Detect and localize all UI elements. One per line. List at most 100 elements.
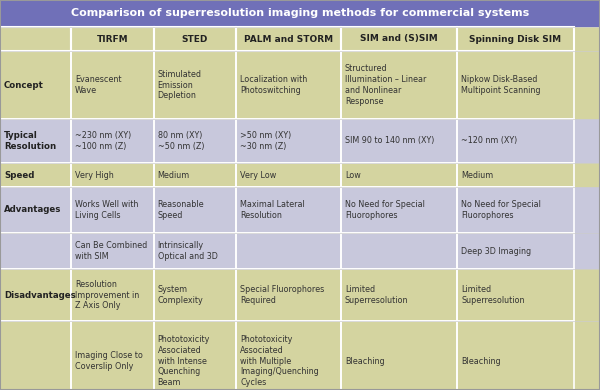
Bar — [154, 163, 236, 187]
Text: Phototoxicity
Associated
with Intense
Quenching
Beam: Phototoxicity Associated with Intense Qu… — [158, 335, 210, 387]
Text: SIM 90 to 140 nm (XY): SIM 90 to 140 nm (XY) — [345, 136, 434, 145]
Bar — [71, 163, 154, 187]
Bar — [0, 51, 600, 119]
Text: TIRFM: TIRFM — [97, 34, 128, 44]
Text: ~120 nm (XY): ~120 nm (XY) — [461, 136, 517, 145]
Text: Typical
Resolution: Typical Resolution — [4, 131, 56, 151]
Bar — [0, 187, 600, 233]
Text: Intrinsically
Optical and 3D: Intrinsically Optical and 3D — [158, 241, 217, 261]
Bar — [71, 187, 154, 233]
Text: Medium: Medium — [158, 170, 190, 179]
Text: Bleaching: Bleaching — [461, 356, 501, 365]
Bar — [236, 269, 341, 321]
Text: Stimulated
Emission
Depletion: Stimulated Emission Depletion — [158, 70, 202, 100]
Text: STED: STED — [182, 34, 208, 44]
Bar — [236, 51, 341, 119]
Text: ~230 nm (XY)
~100 nm (Z): ~230 nm (XY) ~100 nm (Z) — [75, 131, 131, 151]
Bar — [457, 27, 574, 51]
Bar — [341, 269, 457, 321]
Bar — [457, 187, 574, 233]
Bar — [0, 51, 71, 119]
Bar — [71, 321, 154, 390]
Bar — [236, 187, 341, 233]
Text: Spinning Disk SIM: Spinning Disk SIM — [469, 34, 562, 44]
Bar — [154, 119, 236, 163]
Text: Deep 3D Imaging: Deep 3D Imaging — [461, 246, 532, 255]
Bar — [457, 163, 574, 187]
Text: No Need for Special
Fluorophores: No Need for Special Fluorophores — [461, 200, 541, 220]
Bar — [0, 163, 600, 187]
Text: Special Fluorophores
Required: Special Fluorophores Required — [241, 285, 325, 305]
Bar — [457, 233, 574, 269]
Text: Resolution
Improvement in
Z Axis Only: Resolution Improvement in Z Axis Only — [75, 280, 139, 310]
Bar — [0, 269, 600, 321]
Bar — [236, 163, 341, 187]
Bar — [0, 187, 71, 233]
Bar — [0, 27, 71, 51]
Bar — [236, 321, 341, 390]
Bar — [71, 27, 154, 51]
Bar — [71, 233, 154, 269]
Text: Works Well with
Living Cells: Works Well with Living Cells — [75, 200, 138, 220]
Bar — [0, 321, 71, 390]
Bar — [457, 269, 574, 321]
Text: Very High: Very High — [75, 170, 113, 179]
Bar — [154, 187, 236, 233]
Bar — [341, 233, 457, 269]
Text: Limited
Superresolution: Limited Superresolution — [461, 285, 525, 305]
Bar — [457, 119, 574, 163]
Text: PALM and STORM: PALM and STORM — [244, 34, 333, 44]
Text: Concept: Concept — [4, 80, 44, 89]
Bar — [341, 27, 457, 51]
Text: >50 nm (XY)
~30 nm (Z): >50 nm (XY) ~30 nm (Z) — [241, 131, 292, 151]
Text: Can Be Combined
with SIM: Can Be Combined with SIM — [75, 241, 147, 261]
Text: Low: Low — [345, 170, 361, 179]
Text: Imaging Close to
Coverslip Only: Imaging Close to Coverslip Only — [75, 351, 143, 371]
Bar — [154, 233, 236, 269]
Bar — [154, 269, 236, 321]
Bar — [154, 51, 236, 119]
Text: SIM and (S)SIM: SIM and (S)SIM — [360, 34, 438, 44]
Bar — [0, 27, 600, 51]
Bar — [0, 163, 71, 187]
Bar — [0, 233, 71, 269]
Bar — [236, 119, 341, 163]
Bar — [341, 119, 457, 163]
Bar — [0, 119, 600, 163]
Text: Comparison of superresolution imaging methods for commercial systems: Comparison of superresolution imaging me… — [71, 9, 529, 18]
Text: System
Complexity: System Complexity — [158, 285, 203, 305]
Bar — [457, 321, 574, 390]
Bar — [0, 321, 600, 390]
Text: Evanescent
Wave: Evanescent Wave — [75, 75, 121, 95]
Text: Localization with
Photoswitching: Localization with Photoswitching — [241, 75, 308, 95]
Text: Phototoxicity
Associated
with Multiple
Imaging/Quenching
Cycles: Phototoxicity Associated with Multiple I… — [241, 335, 319, 387]
Text: Speed: Speed — [4, 170, 34, 179]
Text: No Need for Special
Fluorophores: No Need for Special Fluorophores — [345, 200, 425, 220]
Text: 80 nm (XY)
~50 nm (Z): 80 nm (XY) ~50 nm (Z) — [158, 131, 204, 151]
Bar — [71, 51, 154, 119]
Text: Bleaching: Bleaching — [345, 356, 385, 365]
Bar — [457, 51, 574, 119]
Bar — [0, 269, 71, 321]
Bar — [341, 187, 457, 233]
Bar — [341, 51, 457, 119]
Bar — [0, 0, 600, 27]
Text: Reasonable
Speed: Reasonable Speed — [158, 200, 204, 220]
Text: Very Low: Very Low — [241, 170, 277, 179]
Text: Nipkow Disk-Based
Multipoint Scanning: Nipkow Disk-Based Multipoint Scanning — [461, 75, 541, 95]
Text: Medium: Medium — [461, 170, 493, 179]
Bar — [236, 27, 341, 51]
Bar — [154, 27, 236, 51]
Text: Structured
Illumination – Linear
and Nonlinear
Response: Structured Illumination – Linear and Non… — [345, 64, 426, 106]
Bar — [341, 321, 457, 390]
Bar — [0, 233, 600, 269]
Bar — [71, 119, 154, 163]
Text: Maximal Lateral
Resolution: Maximal Lateral Resolution — [241, 200, 305, 220]
Bar — [236, 233, 341, 269]
Bar — [71, 269, 154, 321]
Text: Advantages: Advantages — [4, 206, 61, 214]
Bar — [0, 119, 71, 163]
Bar — [154, 321, 236, 390]
Text: Disadvantages: Disadvantages — [4, 291, 76, 300]
Bar — [341, 163, 457, 187]
